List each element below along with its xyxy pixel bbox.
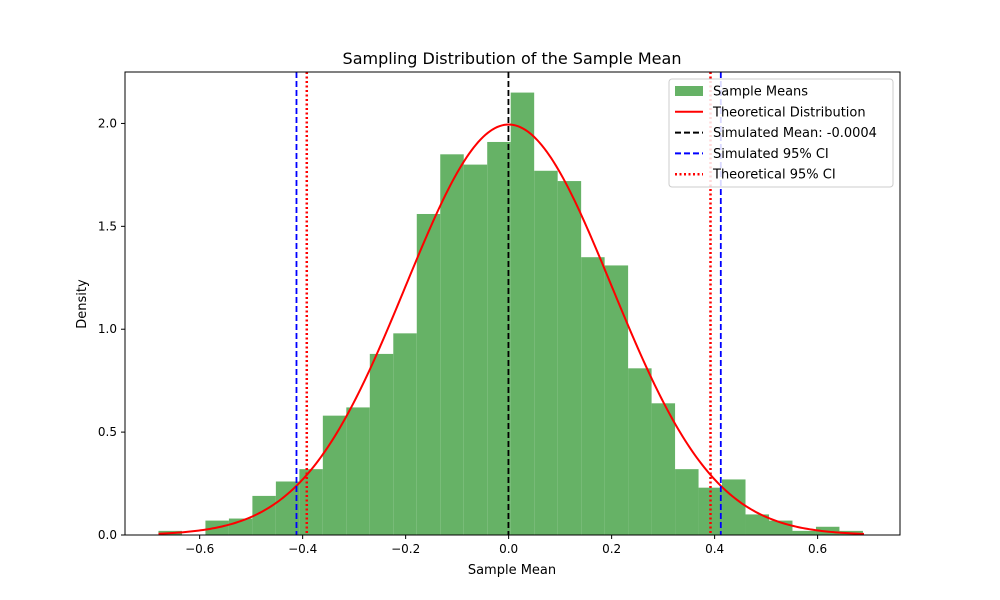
- histogram-bar: [416, 213, 441, 535]
- x-axis-ticks: −0.6 −0.4 −0.2 0.0 0.2 0.4 0.6: [185, 535, 827, 556]
- histogram-bar: [698, 487, 723, 535]
- y-axis-label: Density: [75, 279, 90, 329]
- histogram-bar: [628, 368, 652, 535]
- histogram-bar: [651, 403, 676, 535]
- y-axis-ticks: 0.0 0.5 1.0 1.5 2.0: [98, 116, 125, 542]
- x-axis-label: Sample Mean: [468, 563, 556, 578]
- x-tick-label: 0.6: [808, 542, 827, 556]
- histogram-bar: [604, 265, 629, 535]
- y-tick-label: 2.0: [98, 116, 117, 130]
- y-tick-label: 0.5: [98, 425, 117, 439]
- histogram-bar: [252, 495, 276, 535]
- histogram-bar: [534, 170, 558, 536]
- histogram-bar: [440, 154, 464, 536]
- histogram-bar: [322, 415, 347, 535]
- histogram-bar: [722, 479, 746, 535]
- y-tick-label: 0.0: [98, 528, 117, 542]
- histogram-bar: [346, 407, 370, 535]
- chart-title: Sampling Distribution of the Sample Mean: [343, 49, 682, 68]
- legend-label: Theoretical 95% CI: [712, 168, 836, 183]
- theoretical-distribution-curve: [158, 123, 864, 535]
- x-tick-label: −0.6: [185, 542, 214, 556]
- legend: Sample Means Theoretical Distribution Simu…: [668, 78, 894, 188]
- histogram-bar: [745, 514, 769, 535]
- histogram-bars: [158, 92, 863, 536]
- x-tick-label: −0.2: [391, 542, 420, 556]
- x-tick-label: 0.4: [705, 542, 724, 556]
- histogram-bar: [463, 164, 488, 535]
- histogram-bar: [675, 469, 699, 535]
- x-tick-label: 0.2: [602, 542, 621, 556]
- x-tick-label: 0.0: [499, 542, 518, 556]
- histogram-bar: [557, 181, 582, 535]
- plot-area: [158, 72, 864, 536]
- legend-label: Simulated 95% CI: [713, 147, 829, 162]
- axes-frame: [124, 71, 901, 536]
- legend-swatch: [675, 86, 703, 96]
- histogram-bar: [581, 257, 605, 535]
- histogram-bar: [487, 141, 511, 535]
- legend-label: Theoretical Distribution: [712, 105, 866, 120]
- y-tick-label: 1.0: [98, 322, 117, 336]
- histogram-bar: [792, 530, 816, 535]
- histogram-bar: [299, 469, 323, 535]
- legend-label: Simulated Mean: -0.0004: [713, 126, 877, 141]
- histogram-bar: [275, 481, 300, 535]
- legend-box: [668, 78, 894, 188]
- histogram-bar: [369, 353, 394, 535]
- histogram-bar: [393, 333, 417, 535]
- x-tick-label: −0.4: [288, 542, 317, 556]
- legend-label: Sample Means: [713, 85, 808, 100]
- histogram-bar: [510, 92, 535, 536]
- y-tick-label: 1.5: [98, 219, 117, 233]
